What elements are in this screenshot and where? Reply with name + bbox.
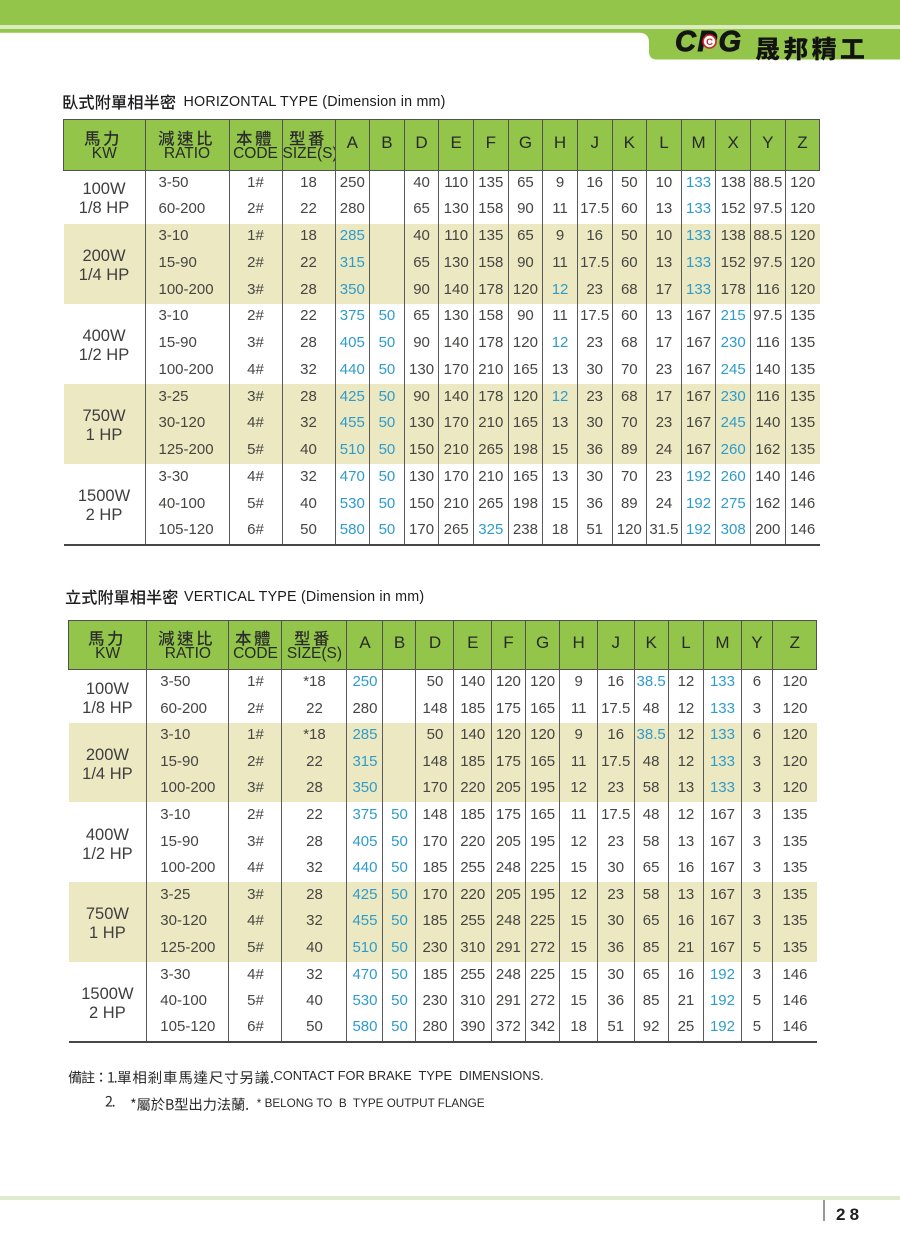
svg-text:C: C: [706, 37, 713, 48]
